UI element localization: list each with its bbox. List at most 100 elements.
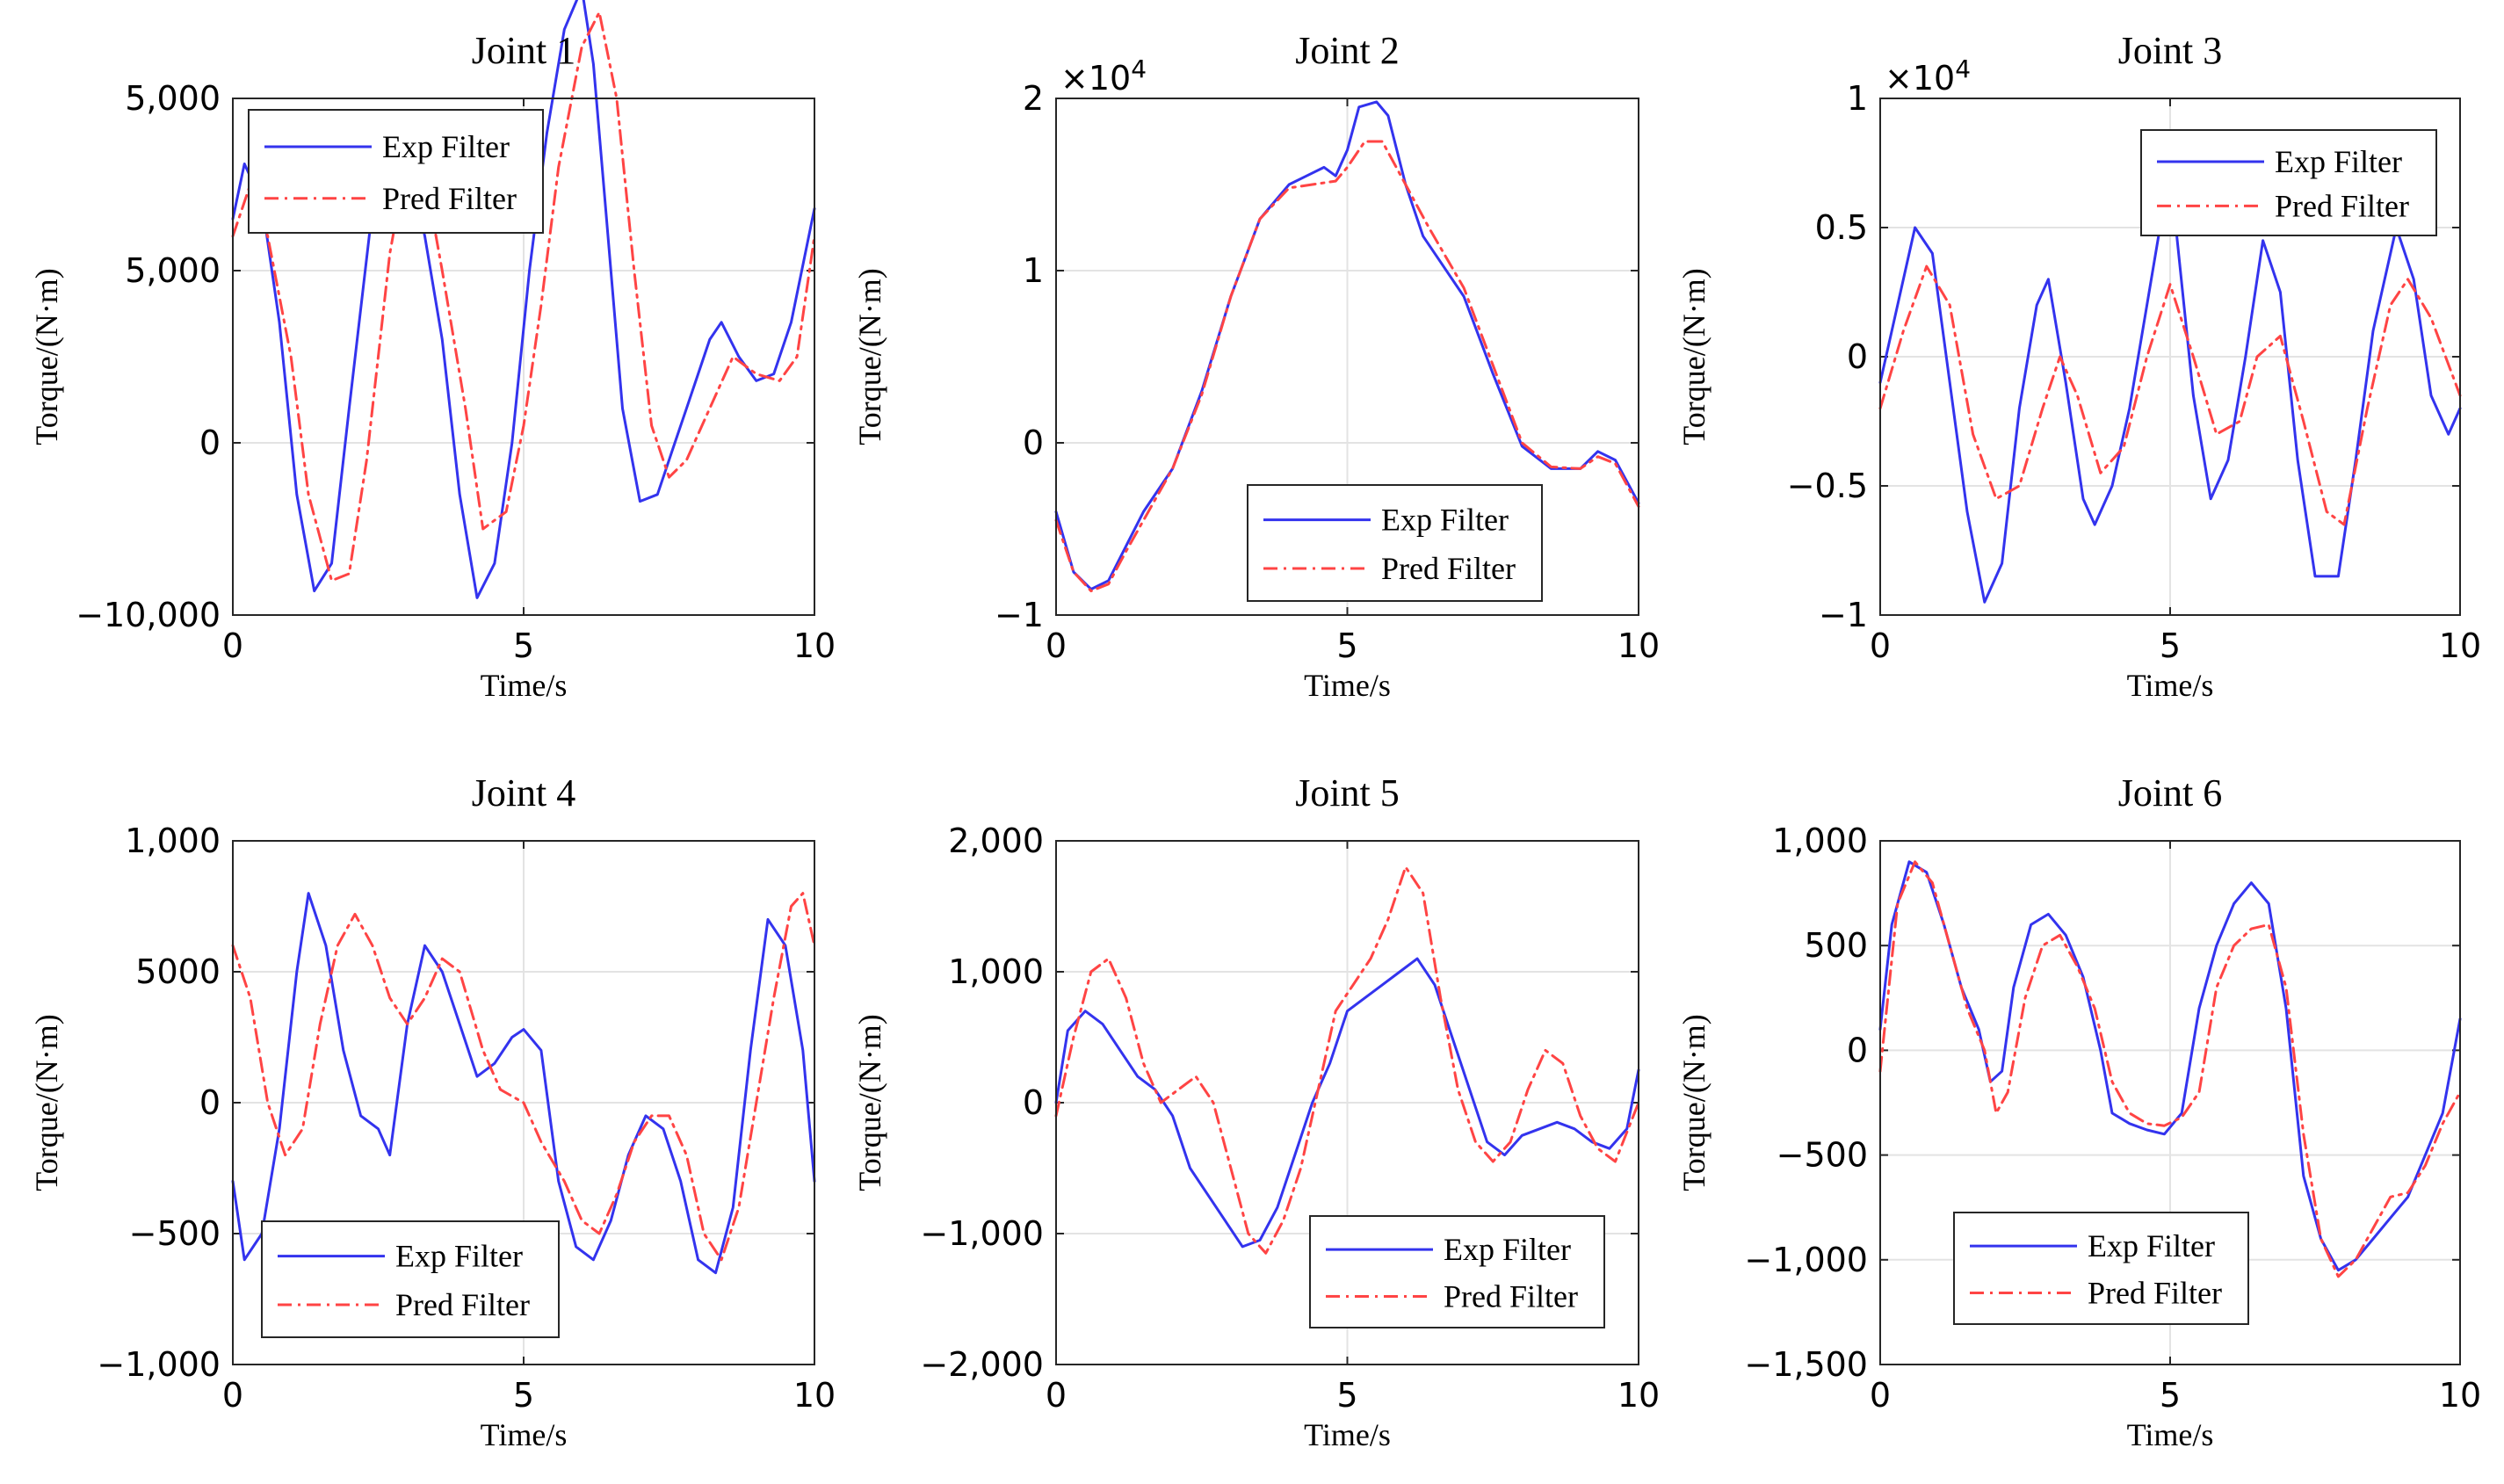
y-tick-label: 0	[1847, 1031, 1868, 1069]
y-axis-label: Torque/(N·m)	[1676, 268, 1712, 445]
y-tick-label: −1	[1819, 596, 1868, 634]
y-tick-label: 0	[1023, 1083, 1044, 1122]
plot-frame	[1055, 840, 1639, 1365]
x-tick-label: 5	[513, 626, 534, 665]
plot-frame	[232, 98, 815, 616]
x-tick-label: 0	[1046, 626, 1067, 665]
y-tick-label: −1,000	[97, 1345, 221, 1384]
x-tick-label: 5	[513, 1376, 534, 1415]
axis-multiplier: ×104	[1060, 54, 1147, 98]
y-axis-label: Torque/(N·m)	[29, 268, 64, 445]
y-tick-label: −500	[129, 1214, 221, 1253]
pred-filter-series-line	[1054, 865, 1640, 1255]
x-tick-label: 5	[2160, 626, 2181, 665]
legend-label: Pred Filter	[382, 181, 517, 216]
legend-box	[1247, 484, 1543, 602]
y-tick-label: −1,000	[1744, 1241, 1868, 1279]
axis-multiplier-exponent: 4	[1131, 54, 1147, 83]
joint-5-chart: 0 5 10 −2,000 −1,000 0 1,000 2,000 Joint 5 Time/s…	[852, 771, 1660, 1452]
x-axis-label: Time/s	[1304, 1417, 1391, 1452]
x-tick-label: 0	[1870, 626, 1891, 665]
pred-filter-series-line	[1878, 264, 2462, 526]
x-tick-label: 5	[1336, 626, 1357, 665]
x-axis-label: Time/s	[2127, 1417, 2214, 1452]
x-tick-label: 10	[793, 626, 836, 665]
y-tick-label: 0	[199, 1083, 221, 1122]
x-tick-label: 10	[2439, 1376, 2481, 1415]
chart-title: Joint 2	[1295, 29, 1400, 72]
legend-box	[1309, 1215, 1605, 1328]
pred-filter-series-line	[1054, 140, 1640, 593]
x-tick-label: 10	[1617, 626, 1660, 665]
x-tick-label: 10	[793, 1376, 836, 1415]
plot-frame	[1055, 98, 1639, 616]
y-tick-label: 0	[1023, 423, 1044, 462]
legend: Exp Filter Pred Filter	[2140, 129, 2437, 236]
y-axis-label: Torque/(N·m)	[852, 1014, 887, 1191]
y-axis-label: Torque/(N·m)	[1676, 1014, 1712, 1191]
y-axis-label: Torque/(N·m)	[852, 268, 887, 445]
joint-4-chart: 0 5 10 −1,000 −500 0 5000 1,000 Joint 4 Time/s Tor…	[29, 771, 836, 1452]
chart-title: Joint 6	[2118, 771, 2223, 814]
plot-frame	[1879, 840, 2461, 1365]
chart-title: Joint 3	[2118, 29, 2223, 72]
joint-3-chart: 0 5 10 −1 −0.5 0 0.5 1 ×104 Joint 3 Time/s Torque/(…	[1676, 29, 2481, 703]
legend-label: Exp Filter	[2088, 1228, 2215, 1263]
legend: Exp Filter Pred Filter	[1953, 1212, 2249, 1325]
y-tick-label: 1,000	[1772, 822, 1868, 860]
x-tick-label: 0	[222, 1376, 243, 1415]
legend: Exp Filter Pred Filter	[248, 109, 544, 234]
x-tick-label: 10	[2439, 626, 2481, 665]
y-tick-label: −1,000	[920, 1214, 1044, 1253]
legend-box	[248, 109, 544, 234]
pred-filter-series-line	[231, 892, 816, 1262]
y-tick-label: 1,000	[125, 822, 221, 860]
exp-filter-series-line	[1054, 100, 1640, 591]
legend-label: Pred Filter	[395, 1287, 530, 1322]
y-tick-label: −10,000	[76, 596, 221, 634]
plot-frame	[232, 840, 815, 1365]
x-tick-label: 10	[1617, 1376, 1660, 1415]
axis-multiplier-exponent: 4	[1955, 54, 1971, 83]
x-axis-label: Time/s	[481, 668, 568, 703]
axis-multiplier: ×104	[1885, 54, 1971, 98]
legend: Exp Filter Pred Filter	[1247, 484, 1543, 602]
y-tick-label: 5,000	[125, 79, 221, 118]
y-tick-label: 500	[1804, 926, 1868, 965]
chart-title: Joint 1	[472, 29, 576, 72]
chart-title: Joint 5	[1295, 771, 1400, 814]
y-axis-label: Torque/(N·m)	[29, 1014, 64, 1191]
x-tick-label: 0	[1046, 1376, 1067, 1415]
legend-label: Pred Filter	[2088, 1275, 2222, 1310]
x-tick-label: 5	[1336, 1376, 1357, 1415]
legend-label: Pred Filter	[1381, 551, 1516, 586]
x-axis-label: Time/s	[2127, 668, 2214, 703]
legend: Exp Filter Pred Filter	[1309, 1215, 1605, 1328]
x-tick-label: 5	[2160, 1376, 2181, 1415]
legend-label: Pred Filter	[1444, 1278, 1578, 1314]
y-tick-label: −1	[995, 596, 1044, 634]
y-tick-label: 2,000	[948, 822, 1044, 860]
legend-label: Exp Filter	[382, 129, 510, 164]
y-tick-label: −1,500	[1744, 1345, 1868, 1384]
y-tick-label: 1	[1847, 79, 1868, 118]
exp-filter-series-line	[1054, 957, 1640, 1249]
legend-box	[261, 1220, 560, 1338]
x-axis-label: Time/s	[1304, 668, 1391, 703]
y-tick-label: −2,000	[920, 1345, 1044, 1384]
x-axis-label: Time/s	[481, 1417, 568, 1452]
plot-frame	[1879, 98, 2461, 616]
pred-filter-series-line	[231, 11, 816, 583]
y-tick-label: 1	[1023, 251, 1044, 290]
exp-filter-series-line	[231, 892, 816, 1275]
y-tick-label: −0.5	[1787, 467, 1868, 505]
y-tick-label: 0	[199, 423, 221, 462]
legend-label: Pred Filter	[2275, 188, 2409, 223]
legend-box	[1953, 1212, 2249, 1325]
y-tick-label: 0.5	[1815, 208, 1868, 247]
y-tick-label: 2	[1023, 79, 1044, 118]
legend-label: Exp Filter	[395, 1239, 523, 1274]
